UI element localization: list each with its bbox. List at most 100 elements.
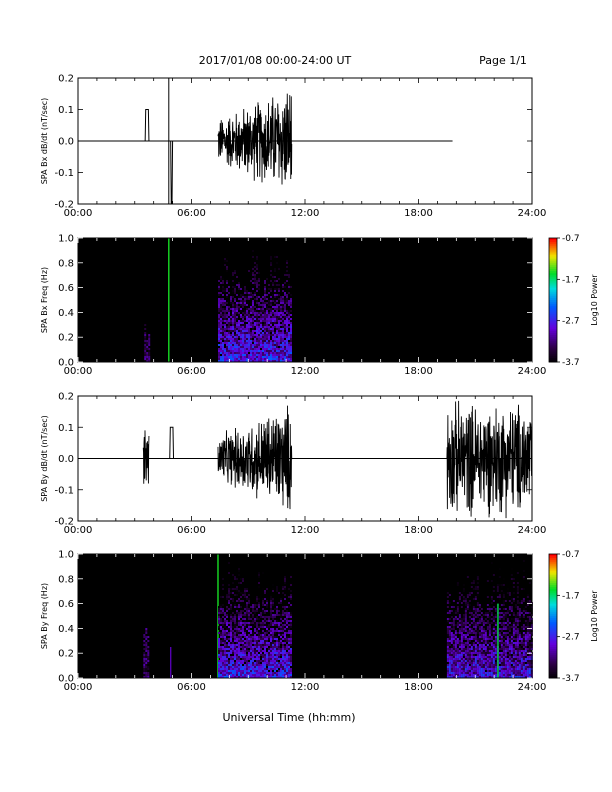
spectrogram-cell xyxy=(220,304,222,306)
spectrogram-cell xyxy=(250,644,252,646)
spectrogram-cell xyxy=(288,636,290,638)
spectrogram-cell xyxy=(502,580,505,582)
spectrogram-cell xyxy=(146,344,149,346)
spectrogram-cell xyxy=(454,674,457,676)
spectrogram-cell xyxy=(250,348,252,350)
spectrogram-cell xyxy=(264,592,266,594)
spectrogram-cell xyxy=(498,658,501,660)
spectrogram-cell xyxy=(218,274,220,276)
spectrogram-cell xyxy=(282,332,284,334)
spectrogram-cell xyxy=(274,614,276,616)
spectrogram-cell xyxy=(228,570,230,572)
spectrogram-cell xyxy=(474,656,477,658)
spectrogram-cell xyxy=(270,324,272,326)
spectrogram-cell xyxy=(282,632,284,634)
spectrogram-cell xyxy=(242,604,244,606)
spectrogram-cell xyxy=(218,352,220,354)
spectrogram-cell xyxy=(232,598,234,600)
spectrogram-cell xyxy=(458,606,461,608)
pulse-trace xyxy=(170,140,174,204)
spectrogram-cell xyxy=(232,300,234,302)
spectrogram-cell xyxy=(246,598,248,600)
spectrogram-cell xyxy=(264,658,266,660)
spectrogram-cell xyxy=(270,630,272,632)
spectrogram-cell xyxy=(282,608,284,610)
spectrogram-cell xyxy=(278,616,280,618)
spectrogram-cell xyxy=(220,666,222,668)
spectrogram-cell xyxy=(462,594,465,596)
spectrogram-cell xyxy=(264,286,266,288)
spectrogram-cell xyxy=(254,318,256,320)
spectrogram-cell xyxy=(236,606,238,608)
spectrogram-cell xyxy=(240,610,242,612)
spectrogram-cell xyxy=(232,318,234,320)
spectrogram-cell xyxy=(224,336,226,338)
spectrogram-cell xyxy=(236,586,238,588)
spectrogram-cell xyxy=(234,326,236,328)
spectrogram-cell xyxy=(502,662,505,664)
spectrogram-cell xyxy=(474,660,477,662)
spectrogram-cell xyxy=(276,642,278,644)
spectrogram-cell xyxy=(148,356,151,358)
spectrogram-cell xyxy=(260,640,262,642)
spectrogram-cell xyxy=(230,674,232,676)
spectrogram-cell xyxy=(468,644,471,646)
spectrogram-cell xyxy=(290,306,292,308)
spectrogram-cell xyxy=(278,316,280,318)
spectrogram-cell xyxy=(286,672,288,674)
spectrogram-cell xyxy=(490,580,493,582)
spectrogram-cell xyxy=(280,662,282,664)
spectrogram-cell xyxy=(284,576,286,578)
spectrogram-cell xyxy=(276,302,278,304)
spectrogram-cell xyxy=(264,318,266,320)
spectrogram-cell xyxy=(522,616,525,618)
spectrogram-cell xyxy=(240,586,242,588)
spectrogram-cell xyxy=(254,612,256,614)
spectrogram-cell xyxy=(274,642,276,644)
spectrogram-cell xyxy=(252,336,254,338)
spectrogram-cell xyxy=(508,640,511,642)
spectrogram-cell xyxy=(242,578,244,580)
spectrogram-cell xyxy=(238,618,240,620)
spectrogram-cell xyxy=(254,644,256,646)
spectrogram-cell xyxy=(262,304,264,306)
spectrogram-cell xyxy=(232,312,234,314)
spectrogram-cell xyxy=(274,348,276,350)
spectrogram-cell xyxy=(462,630,465,632)
spectrogram-cell xyxy=(496,592,499,594)
spectrogram-cell xyxy=(270,264,272,266)
spectrogram-cell xyxy=(256,594,258,596)
spectrogram-cell xyxy=(282,660,284,662)
spectrogram-cell xyxy=(236,676,238,678)
spectrogram-cell xyxy=(290,612,292,614)
spectrogram-cell xyxy=(516,632,519,634)
spectrogram-cell xyxy=(476,570,479,572)
spectrogram-cell xyxy=(258,310,260,312)
spectrogram-cell xyxy=(240,640,242,642)
spectrogram-cell xyxy=(254,354,256,356)
spectrogram-cell xyxy=(288,652,290,654)
spectrogram-cell xyxy=(258,322,260,324)
spectrogram-cell xyxy=(454,658,457,660)
spectrogram-cell xyxy=(228,310,230,312)
spectrogram-cell xyxy=(224,352,226,354)
spectrogram-cell xyxy=(232,332,234,334)
spectrogram-cell xyxy=(143,648,146,650)
spectrogram-cell xyxy=(474,632,477,634)
spectrogram-cell xyxy=(220,668,222,670)
spectrogram-cell xyxy=(526,660,529,662)
spectrogram-cell xyxy=(290,320,292,322)
spectrogram-cell xyxy=(276,654,278,656)
spectrogram-cell xyxy=(248,326,250,328)
spectrogram-cell xyxy=(502,600,505,602)
spectrogram-cell xyxy=(286,638,288,640)
spectrogram-cell xyxy=(470,664,473,666)
spectrogram-cell xyxy=(448,652,451,654)
spectrogram-cell xyxy=(290,302,292,304)
spectrogram-cell xyxy=(242,294,244,296)
spectrogram-cell xyxy=(238,308,240,310)
spectrogram-cell xyxy=(232,288,234,290)
spectrogram-cell xyxy=(272,608,274,610)
spectrogram-cell xyxy=(274,316,276,318)
spectrogram-cell xyxy=(470,628,473,630)
